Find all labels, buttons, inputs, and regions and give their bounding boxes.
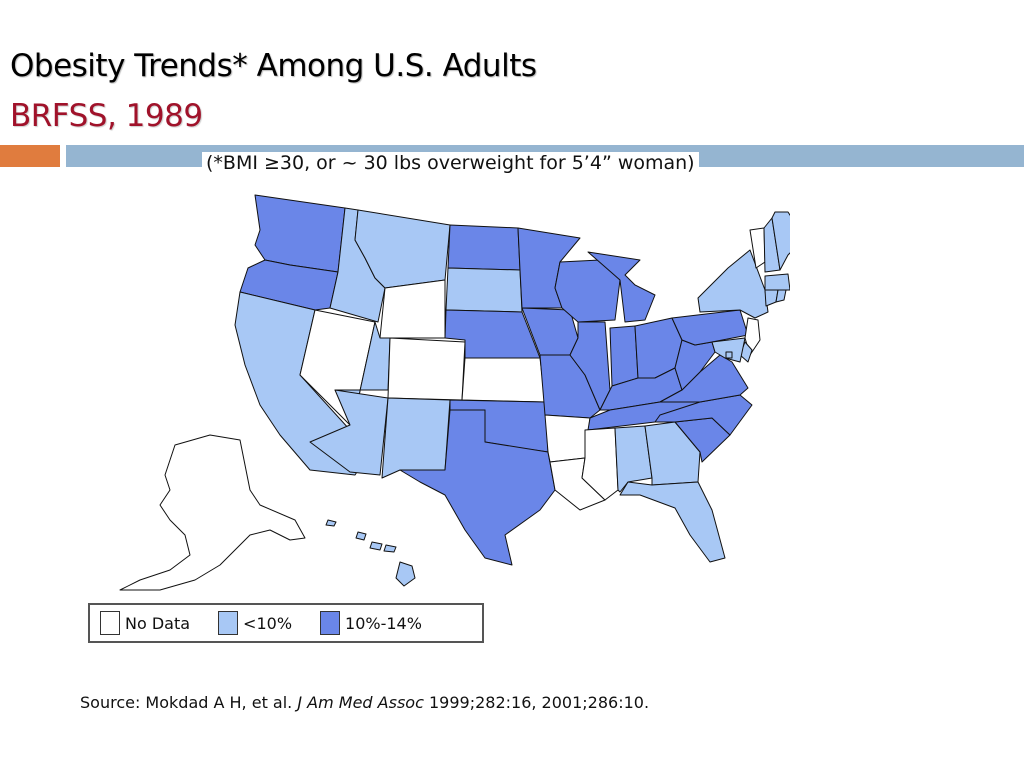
us-obesity-map — [119, 194, 790, 591]
legend-label-no-data: No Data — [125, 613, 191, 633]
state-DC — [725, 351, 733, 359]
source-suffix: 1999;282:16, 2001;286:10. — [428, 693, 650, 712]
legend-swatch-no-data — [100, 611, 120, 635]
legend-label-10to14: 10%-14% — [345, 613, 422, 633]
legend-item-lt10: <10% — [218, 611, 292, 635]
map-legend: No Data <10% 10%-14% — [88, 603, 484, 643]
legend-item-10to14: 10%-14% — [320, 611, 422, 635]
slide-subtitle: BRFSS, 1989 — [10, 98, 203, 134]
state-NM — [381, 397, 451, 479]
state-TX — [399, 409, 556, 566]
source-journal: J Am Med Assoc — [297, 693, 424, 712]
bmi-note: (*BMI ≥30, or ~ 30 lbs overweight for 5’… — [202, 152, 699, 174]
slide-title: Obesity Trends* Among U.S. Adults — [10, 48, 537, 84]
state-MI — [587, 251, 656, 323]
source-citation: Source: Mokdad A H, et al. J Am Med Asso… — [80, 690, 700, 716]
legend-item-no-data: No Data — [100, 611, 190, 635]
accent-bar-orange — [0, 145, 60, 167]
state-CT — [764, 289, 779, 307]
source-prefix: Source: Mokdad A H, et al. — [80, 693, 293, 712]
state-NY — [697, 249, 769, 319]
state-ME — [771, 211, 790, 271]
state-FL — [619, 481, 726, 563]
state-MD — [711, 337, 746, 363]
state-AK — [119, 434, 306, 591]
legend-swatch-10to14 — [320, 611, 341, 635]
state-RI — [775, 289, 787, 303]
state-KS — [461, 357, 546, 403]
legend-swatch-lt10 — [218, 611, 239, 635]
state-ND — [447, 224, 521, 271]
state-CO — [387, 337, 466, 401]
state-SD — [445, 267, 523, 313]
state-AR — [544, 414, 591, 463]
legend-label-lt10: <10% — [243, 613, 293, 633]
state-WY — [379, 279, 446, 339]
state-HI — [325, 519, 416, 587]
state-MA — [764, 273, 790, 291]
state-IN — [609, 325, 639, 387]
state-IL — [569, 321, 611, 411]
